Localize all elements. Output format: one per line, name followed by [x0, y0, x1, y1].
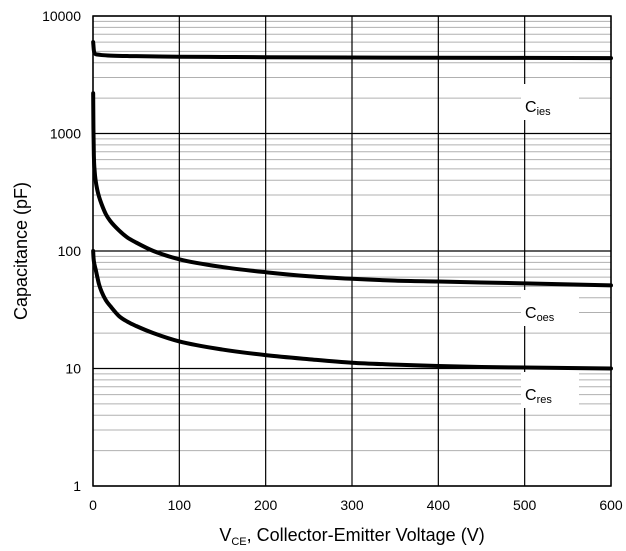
- series-label-coes: Coes: [525, 305, 555, 324]
- series-label-background: [521, 290, 579, 326]
- series-label-subscript: oes: [537, 312, 555, 324]
- y-tick-label: 100: [58, 243, 82, 259]
- y-tick-label: 10: [65, 361, 81, 377]
- series-label-background: [521, 372, 579, 408]
- plot-frame: [92, 15, 612, 487]
- x-axis-label-subscript: CE: [231, 536, 246, 548]
- y-tick-label: 1: [73, 478, 81, 494]
- x-tick-label: 300: [340, 497, 364, 513]
- x-axis-label-rest: , Collector-Emitter Voltage (V): [247, 525, 485, 545]
- series-label-cres: Cres: [525, 387, 552, 406]
- tick-labels: 0 100 200 300 400 500 600 1 10 100 1000 10000: [42, 8, 623, 513]
- x-axis-label-main: V: [219, 525, 231, 545]
- series-lines: [91, 40, 613, 371]
- series-label-subscript: ies: [537, 106, 552, 118]
- series-label-main: C: [525, 387, 537, 404]
- x-tick-label: 100: [168, 497, 192, 513]
- y-axis-label: Capacitance (pF): [11, 182, 31, 320]
- x-tick-label: 400: [427, 497, 451, 513]
- series-line-cres: [91, 249, 613, 371]
- x-axis-label: VCE, Collector-Emitter Voltage (V): [219, 525, 484, 548]
- x-tick-label: 200: [254, 497, 278, 513]
- series-label-main: C: [525, 99, 537, 116]
- series-label-cies: Cies: [525, 99, 551, 118]
- series-label-main: C: [525, 305, 537, 322]
- series-label-subscript: res: [537, 394, 553, 406]
- series-label-background: [521, 84, 579, 120]
- series-line-coes: [91, 91, 613, 288]
- x-tick-label: 500: [513, 497, 537, 513]
- y-tick-label: 1000: [50, 126, 81, 142]
- x-tick-label: 600: [599, 497, 623, 513]
- x-tick-label: 0: [89, 497, 97, 513]
- series-line-cies: [91, 40, 613, 61]
- y-tick-label: 10000: [42, 8, 81, 24]
